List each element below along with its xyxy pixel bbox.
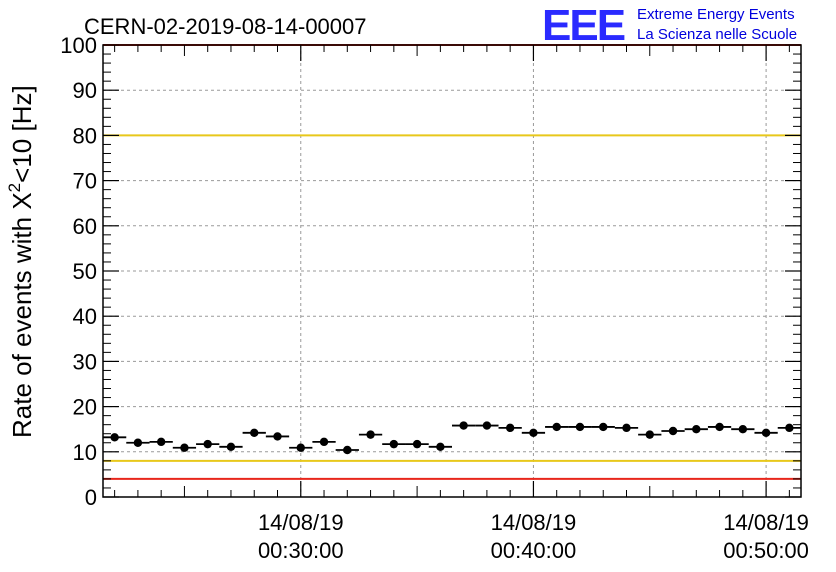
- data-point: [505, 423, 515, 433]
- x-tick-date: 14/08/19: [723, 510, 809, 535]
- data-point: [738, 425, 748, 434]
- data-point: [412, 439, 422, 449]
- y-tick-labels: 0 10 20 30 40 50 60 70 80 90 100: [60, 33, 97, 510]
- y-tick-label: 90: [73, 78, 97, 103]
- data-point: [133, 438, 143, 447]
- y-tick-label: 0: [85, 485, 97, 510]
- data-point: [785, 423, 794, 433]
- data-point: [692, 425, 701, 434]
- data-point: [668, 426, 678, 436]
- data-point: [599, 422, 608, 432]
- y-tick-label: 30: [73, 349, 97, 374]
- data-point: [389, 439, 399, 449]
- data-point: [180, 443, 189, 452]
- y-tick-label: 70: [73, 169, 97, 194]
- data-point: [529, 428, 538, 438]
- y-tick-label: 40: [73, 304, 97, 329]
- y-axis-label-rest: <10 [Hz]: [7, 85, 37, 183]
- data-point: [715, 422, 724, 432]
- data-point: [250, 428, 259, 438]
- chart-title: CERN-02-2019-08-14-00007: [84, 14, 367, 39]
- logo-line-2: La Scienza nelle Scuole: [637, 26, 797, 43]
- data-point: [110, 433, 119, 442]
- y-tick-label: 80: [73, 123, 97, 148]
- data-point: [319, 437, 329, 447]
- y-tick-label: 60: [73, 214, 97, 239]
- y-tick-label: 10: [73, 440, 97, 465]
- x-tick-time: 00:30:00: [258, 538, 344, 563]
- x-tick-date: 14/08/19: [258, 510, 344, 535]
- data-point: [296, 443, 305, 452]
- y-tick-label: 50: [73, 259, 97, 284]
- data-point: [459, 421, 468, 430]
- plot-frame: [102, 44, 802, 498]
- reference-lines: [103, 44, 801, 480]
- data-point: [273, 432, 282, 441]
- x-tick-time: 00:40:00: [491, 538, 577, 563]
- data-point: [552, 422, 561, 432]
- y-axis-label-sup: 2: [5, 183, 24, 192]
- data-points: [103, 421, 801, 455]
- y-tick-label: 100: [60, 33, 97, 58]
- logo-line-1: Extreme Energy Events: [637, 6, 795, 23]
- y-tick-label: 20: [73, 395, 97, 420]
- data-point: [622, 423, 631, 433]
- data-point: [482, 421, 492, 430]
- data-point: [226, 442, 236, 452]
- data-point: [203, 439, 212, 449]
- data-point: [156, 437, 166, 447]
- x-tick-time: 00:50:00: [723, 538, 809, 563]
- data-point: [436, 442, 445, 452]
- data-point: [761, 428, 771, 438]
- data-point: [366, 430, 375, 439]
- x-tick-labels: 14/08/19 00:30:00 14/08/19 00:40:00 14/08/19…: [258, 510, 809, 563]
- logo-mark: EEE: [542, 1, 625, 50]
- data-point: [575, 422, 585, 432]
- y-axis-label-main: Rate of events with X: [7, 192, 37, 438]
- eee-logo: EEE Extreme Energy Events La Scienza nel…: [542, 1, 797, 50]
- x-tick-date: 14/08/19: [491, 510, 577, 535]
- data-point: [645, 430, 654, 439]
- data-point: [343, 445, 352, 455]
- y-axis-label: Rate of events with X2<10 [Hz]: [5, 85, 37, 438]
